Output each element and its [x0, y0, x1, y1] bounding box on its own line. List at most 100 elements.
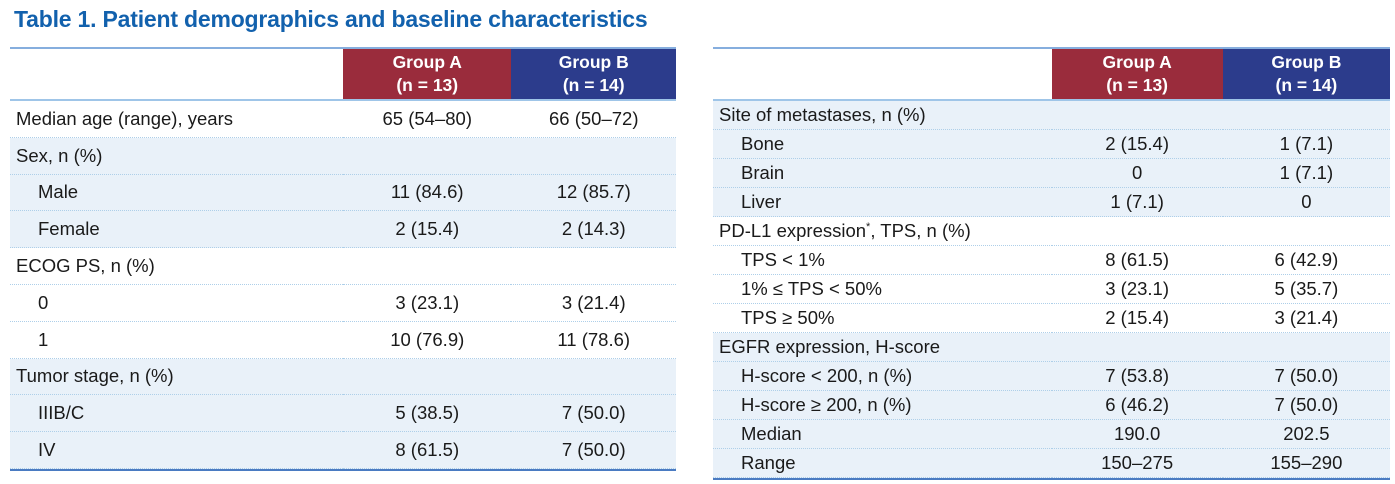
value-group-a	[343, 137, 512, 175]
value-group-b: 7 (50.0)	[1222, 391, 1390, 420]
demographics-table-left: Group A (n = 13) Group B (n = 14) Median…	[10, 47, 676, 471]
value-group-a: 6 (46.2)	[1051, 391, 1223, 420]
value-group-b: 12 (85.7)	[511, 174, 676, 212]
group-a-header-cell: Group A (n = 13)	[1051, 49, 1223, 101]
group-a-label: Group A	[1102, 52, 1172, 73]
data-row: 1% ≤ TPS < 50% 3 (23.1) 5 (35.7)	[713, 275, 1390, 304]
value-group-b: 1 (7.1)	[1222, 159, 1390, 188]
group-a-n: (n = 13)	[396, 75, 459, 95]
column-header-row: Group A (n = 13) Group B (n = 14)	[10, 49, 676, 101]
section-header-row: Site of metastases, n (%)	[713, 101, 1390, 130]
demographics-table-right: Group A (n = 13) Group B (n = 14) Site o…	[713, 47, 1390, 480]
group-b-header-cell: Group B (n = 14)	[1222, 49, 1390, 101]
row-label: Male	[10, 174, 343, 212]
data-row: Median age (range), years 65 (54–80) 66 (5…	[10, 101, 676, 138]
value-group-b	[511, 358, 676, 396]
value-group-b	[1222, 217, 1390, 246]
data-row: H-score ≥ 200, n (%) 6 (46.2) 7 (50.0)	[713, 391, 1390, 420]
row-label: EGFR expression, H-score	[713, 333, 1052, 362]
value-group-b	[1222, 101, 1390, 130]
value-group-b: 7 (50.0)	[1222, 362, 1390, 391]
value-group-b: 1 (7.1)	[1222, 130, 1390, 159]
row-label: IV	[10, 432, 343, 469]
value-group-b: 155–290	[1222, 449, 1390, 478]
data-row: 1 10 (76.9) 11 (78.6)	[10, 321, 676, 359]
value-group-b: 0	[1222, 188, 1390, 217]
tables-container: Group A (n = 13) Group B (n = 14) Median…	[10, 47, 1390, 480]
table-title: Table 1. Patient demographics and baseli…	[14, 6, 648, 32]
row-label: Median	[713, 420, 1052, 449]
value-group-a: 11 (84.6)	[343, 174, 512, 212]
row-label: H-score < 200, n (%)	[713, 362, 1052, 391]
row-label: Median age (range), years	[10, 101, 343, 138]
row-label: Female	[10, 211, 343, 249]
value-group-b	[511, 137, 676, 175]
row-label: Brain	[713, 159, 1052, 188]
row-label: 1% ≤ TPS < 50%	[713, 275, 1052, 304]
group-b-n: (n = 14)	[562, 75, 625, 95]
group-b-label: Group B	[1271, 52, 1342, 73]
value-group-b: 66 (50–72)	[511, 101, 676, 138]
value-group-b: 2 (14.3)	[511, 211, 676, 249]
data-row: IV 8 (61.5) 7 (50.0)	[10, 432, 676, 469]
section-header-row: EGFR expression, H-score	[713, 333, 1390, 362]
data-row: TPS ≥ 50% 2 (15.4) 3 (21.4)	[713, 304, 1390, 333]
row-label: Bone	[713, 130, 1052, 159]
section-header-row: ECOG PS, n (%)	[10, 248, 676, 285]
section-header-row: PD-L1 expression*, TPS, n (%)	[713, 217, 1390, 246]
value-group-a: 3 (23.1)	[1051, 275, 1223, 304]
value-group-b	[511, 248, 676, 285]
demographics-table-right-body: Site of metastases, n (%) Bone 2 (15.4) 1 (…	[713, 101, 1390, 478]
row-label: PD-L1 expression*, TPS, n (%)	[713, 217, 1052, 246]
value-group-a: 8 (61.5)	[343, 432, 512, 469]
group-b-label: Group B	[558, 52, 629, 73]
section-header-row: Tumor stage, n (%)	[10, 358, 676, 396]
value-group-b: 3 (21.4)	[1222, 304, 1390, 333]
value-group-b: 6 (42.9)	[1222, 246, 1390, 275]
value-group-a	[1051, 333, 1223, 362]
column-header-row: Group A (n = 13) Group B (n = 14)	[713, 49, 1390, 101]
value-group-a: 150–275	[1051, 449, 1223, 478]
row-label: 1	[10, 321, 343, 359]
data-row: Bone 2 (15.4) 1 (7.1)	[713, 130, 1390, 159]
data-row: Female 2 (15.4) 2 (14.3)	[10, 211, 676, 249]
data-row: Liver 1 (7.1) 0	[713, 188, 1390, 217]
value-group-b: 202.5	[1222, 420, 1390, 449]
data-row: TPS < 1% 8 (61.5) 6 (42.9)	[713, 246, 1390, 275]
group-b-n: (n = 14)	[1275, 75, 1338, 95]
value-group-a: 190.0	[1051, 420, 1223, 449]
row-label: Range	[713, 449, 1052, 478]
row-label: Site of metastases, n (%)	[713, 101, 1052, 130]
data-row: Median 190.0 202.5	[713, 420, 1390, 449]
value-group-a: 10 (76.9)	[343, 321, 512, 359]
data-row: Range 150–275 155–290	[713, 449, 1390, 478]
value-group-a	[343, 358, 512, 396]
value-group-a: 5 (38.5)	[343, 395, 512, 433]
group-b-header-cell: Group B (n = 14)	[511, 49, 676, 101]
value-group-b: 11 (78.6)	[511, 321, 676, 359]
row-label: TPS < 1%	[713, 246, 1052, 275]
data-row: Brain 0 1 (7.1)	[713, 159, 1390, 188]
value-group-b	[1222, 333, 1390, 362]
group-a-header-cell: Group A (n = 13)	[343, 49, 512, 101]
row-label: 0	[10, 284, 343, 322]
section-header-row: Sex, n (%)	[10, 137, 676, 175]
group-a-n: (n = 13)	[1106, 75, 1169, 95]
row-label: Sex, n (%)	[10, 137, 343, 175]
value-group-a: 8 (61.5)	[1051, 246, 1223, 275]
stub-header-cell	[10, 49, 343, 101]
row-label: Tumor stage, n (%)	[10, 358, 343, 396]
value-group-b: 7 (50.0)	[511, 395, 676, 433]
value-group-a	[1051, 101, 1223, 130]
data-row: H-score < 200, n (%) 7 (53.8) 7 (50.0)	[713, 362, 1390, 391]
row-label: ECOG PS, n (%)	[10, 248, 343, 285]
row-label: IIIB/C	[10, 395, 343, 433]
data-row: Male 11 (84.6) 12 (85.7)	[10, 174, 676, 212]
value-group-a	[1051, 217, 1223, 246]
value-group-a: 2 (15.4)	[1051, 304, 1223, 333]
stub-header-cell	[713, 49, 1052, 101]
value-group-a: 2 (15.4)	[1051, 130, 1223, 159]
value-group-a: 1 (7.1)	[1051, 188, 1223, 217]
